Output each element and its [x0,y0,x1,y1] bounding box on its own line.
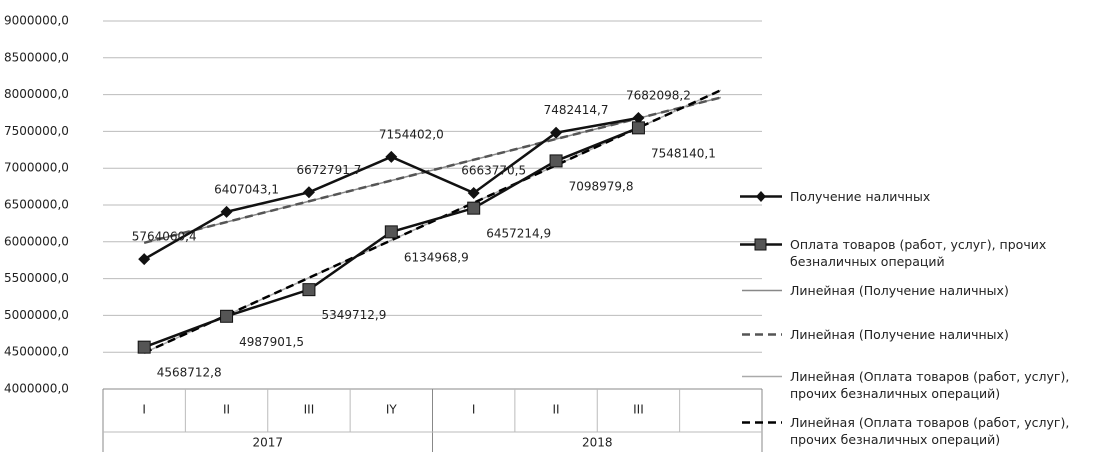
x-tick-label: I [142,403,146,417]
legend-swatch [742,289,782,292]
legend-label: Получение наличных [790,189,931,204]
marker [632,111,645,124]
legend-label: Линейная (Оплата товаров (работ, услуг),… [790,369,1070,401]
marker [220,309,234,323]
y-tick-label: 7500000,0 [4,124,69,138]
y-tick-label: 8500000,0 [4,50,69,64]
marker [550,126,563,139]
marker [467,186,480,199]
data-label: 7682098,2 [626,88,691,102]
legend-swatch [742,421,782,424]
data-label: 7548140,1 [651,146,716,160]
data-label: 6407043,1 [214,182,279,196]
y-tick-label: 5500000,0 [4,271,69,285]
x-tick-label: III [633,403,644,417]
legend-entry: Линейная (Получение наличных) [738,326,1095,343]
x-tick-label: II [553,403,560,417]
marker [137,340,151,354]
marker [631,121,645,135]
data-label: 6672791,7 [296,163,361,177]
marker [138,253,151,266]
data-label: 7098979,8 [569,179,634,193]
legend-entry: Оплата товаров (работ, услуг), прочих бе… [738,236,1095,270]
legend-label: Оплата товаров (работ, услуг), прочих бе… [790,237,1047,269]
legend-entry: Линейная (Оплата товаров (работ, услуг),… [738,414,1095,448]
legend-marker [756,191,766,202]
marker [302,283,316,297]
y-tick-label: 6500000,0 [4,198,69,212]
data-label: 6663770,5 [461,163,526,177]
legend-entry: Линейная (Оплата товаров (работ, услуг),… [738,368,1095,402]
x-tick-label: IY [386,403,398,417]
group-label: 2017 [252,436,283,450]
legend-entry: Получение наличных [738,188,1095,205]
y-tick-label: 5000000,0 [4,308,69,322]
legend-swatch [742,333,782,336]
x-tick-label: II [223,403,230,417]
y-tick-label: 4000000,0 [4,382,69,396]
marker [385,150,398,163]
x-tick-label: I [472,403,476,417]
data-label: 4987901,5 [239,335,304,349]
group-label: 2018 [582,436,613,450]
data-label: 6134968,9 [404,250,469,264]
legend-label: Линейная (Получение наличных) [790,327,1009,342]
y-tick-label: 8000000,0 [4,87,69,101]
data-label: 4568712,8 [157,366,222,380]
data-label: 7482414,7 [544,103,609,117]
legend-entry: Линейная (Получение наличных) [738,282,1095,299]
x-tick-label: III [304,403,315,417]
legend-swatch [742,375,782,378]
y-tick-label: 4500000,0 [4,345,69,359]
trend-line [143,96,722,245]
marker [220,205,233,218]
marker [384,225,398,239]
y-tick-label: 7000000,0 [4,161,69,175]
legend-marker [754,238,767,251]
data-label: 7154402,0 [379,127,444,141]
data-label: 5764060,4 [132,230,197,244]
data-label: 6457214,9 [486,227,551,241]
legend-label: Линейная (Оплата товаров (работ, услуг),… [790,415,1070,447]
marker [549,154,563,168]
legend-label: Линейная (Получение наличных) [790,283,1009,298]
legend-swatch [740,238,782,251]
y-tick-label: 6000000,0 [4,234,69,248]
y-tick-label: 9000000,0 [4,14,69,28]
data-label: 5349712,9 [321,308,386,322]
marker [467,201,481,215]
marker [302,186,315,199]
legend-swatch [740,191,782,202]
